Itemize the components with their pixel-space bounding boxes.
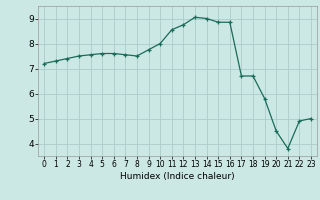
X-axis label: Humidex (Indice chaleur): Humidex (Indice chaleur) xyxy=(120,172,235,181)
